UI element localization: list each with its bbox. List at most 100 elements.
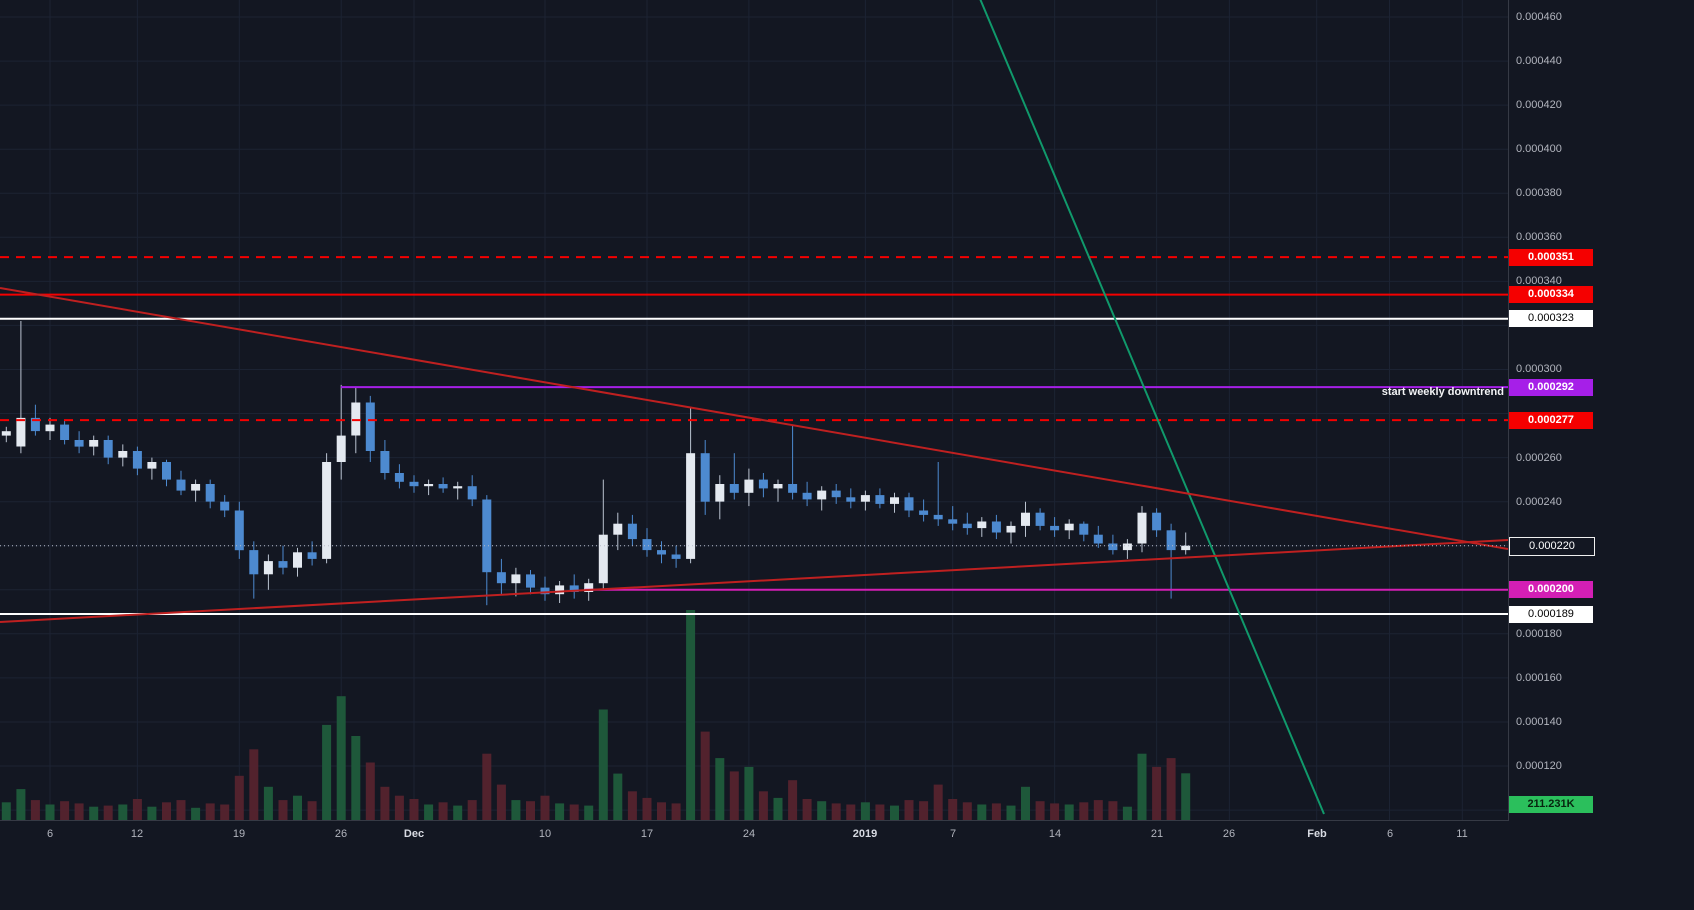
candle-body (1035, 512, 1045, 526)
volume-bar (817, 801, 827, 820)
volume-bar (962, 802, 972, 820)
volume-bar (555, 803, 565, 820)
candle-body (132, 451, 142, 469)
time-axis-label: 11 (1456, 828, 1468, 840)
candle-body (919, 510, 929, 515)
time-axis-label: 6 (46, 828, 54, 840)
candle-body (1, 431, 11, 436)
price-axis-label: 0.000400 (1516, 143, 1562, 155)
candle-body (307, 552, 317, 559)
candle-body (336, 435, 346, 462)
price-chart-pane[interactable]: start weekly downtrend (0, 0, 1509, 821)
candle-body (89, 440, 99, 447)
price-axis-label: 0.000440 (1516, 55, 1562, 67)
time-axis[interactable]: 6 12 19 26 Dec 10 17 24 2019 7 14 21 26 Feb 6 11 (0, 821, 1508, 849)
price-axis-label: 0.000340 (1516, 275, 1562, 287)
volume-bar (1079, 802, 1089, 820)
candle-body (729, 484, 739, 493)
candle-body (162, 462, 171, 480)
volume-bar (627, 791, 637, 820)
candle-body (904, 497, 914, 511)
volume-bar (322, 724, 332, 820)
candle-body (293, 552, 302, 568)
volume-bar (293, 795, 302, 820)
price-axis-label: 0.000380 (1516, 187, 1562, 199)
volume-bar (569, 804, 579, 820)
candle-body (526, 574, 535, 588)
candle-body (220, 501, 230, 511)
volume-bar (482, 753, 492, 820)
volume-bar (103, 805, 113, 820)
volume-bar (831, 803, 841, 820)
trend-note-label[interactable]: start weekly downtrend (1381, 386, 1504, 398)
candle-body (715, 484, 725, 502)
volume-bar (380, 786, 390, 820)
price-axis-label: 0.000420 (1516, 99, 1562, 111)
volume-bar (394, 795, 404, 820)
candle-body (205, 484, 215, 502)
volume-bar (526, 801, 535, 820)
candle-body (1137, 512, 1147, 544)
volume-bar (496, 784, 506, 820)
volume-bar (977, 804, 987, 820)
volume-bar (45, 804, 55, 820)
volume-bar (1108, 801, 1118, 820)
volume-bar (846, 804, 856, 820)
candle-body (1108, 543, 1118, 551)
price-axis[interactable]: 0.000460 0.000440 0.000420 0.000400 0.000380… (1509, 0, 1694, 910)
time-axis-label: 24 (742, 828, 756, 840)
candle-body (45, 424, 55, 432)
candle-body (1006, 525, 1016, 533)
volume-bar (991, 803, 1001, 820)
candle-body (103, 440, 113, 458)
price-axis-label: 0.000160 (1516, 672, 1562, 684)
red-upper-wedge[interactable] (0, 287, 1508, 550)
candle-body (933, 514, 943, 520)
price-axis-label: 0.000360 (1516, 231, 1562, 243)
volume-bar (162, 802, 171, 820)
candle-body (1152, 512, 1162, 531)
red-lower-wedge[interactable] (0, 539, 1508, 623)
volume-bar (1181, 773, 1191, 820)
volume-bar (1006, 805, 1016, 820)
time-axis-label: 2019 (852, 828, 878, 840)
volume-bar (875, 804, 885, 820)
volume-bar (234, 775, 244, 820)
candle-body (598, 534, 608, 584)
candle-body (991, 521, 1001, 533)
candle-body (1050, 525, 1060, 531)
candle-body (234, 510, 244, 551)
volume-bar (919, 801, 929, 820)
volume-bar (205, 803, 215, 820)
volume-bar (453, 805, 463, 820)
candle-body (744, 479, 754, 493)
volume-bar (424, 804, 434, 820)
volume-bar (263, 786, 273, 820)
candle-body (482, 499, 492, 573)
volume-bar (540, 795, 550, 820)
candle-body (394, 473, 404, 482)
volume-value-label: 211.231K (1509, 796, 1593, 813)
candle-body (875, 495, 885, 504)
candle-body (584, 583, 594, 592)
candle-body (16, 417, 26, 447)
chart-canvas[interactable] (0, 0, 1508, 820)
candle-body (74, 440, 84, 447)
volume-bar (220, 804, 230, 820)
volume-bar (788, 780, 798, 820)
candle-body (1166, 530, 1176, 551)
price-axis-label: 0.000120 (1516, 760, 1562, 772)
volume-bar (1093, 800, 1103, 820)
price-axis-label: 0.000260 (1516, 452, 1562, 464)
time-axis-label: 7 (949, 828, 957, 840)
candle-body (60, 424, 70, 440)
candle-body (191, 484, 201, 491)
candle-body (817, 490, 827, 500)
volume-bar (773, 797, 783, 820)
time-axis-label: Dec (403, 828, 425, 840)
price-axis-label: 0.000460 (1516, 11, 1562, 23)
candle-body (351, 402, 361, 436)
volume-bar (511, 800, 521, 820)
teal-steep-downtrend[interactable] (978, 0, 1325, 815)
candle-body (496, 572, 506, 584)
